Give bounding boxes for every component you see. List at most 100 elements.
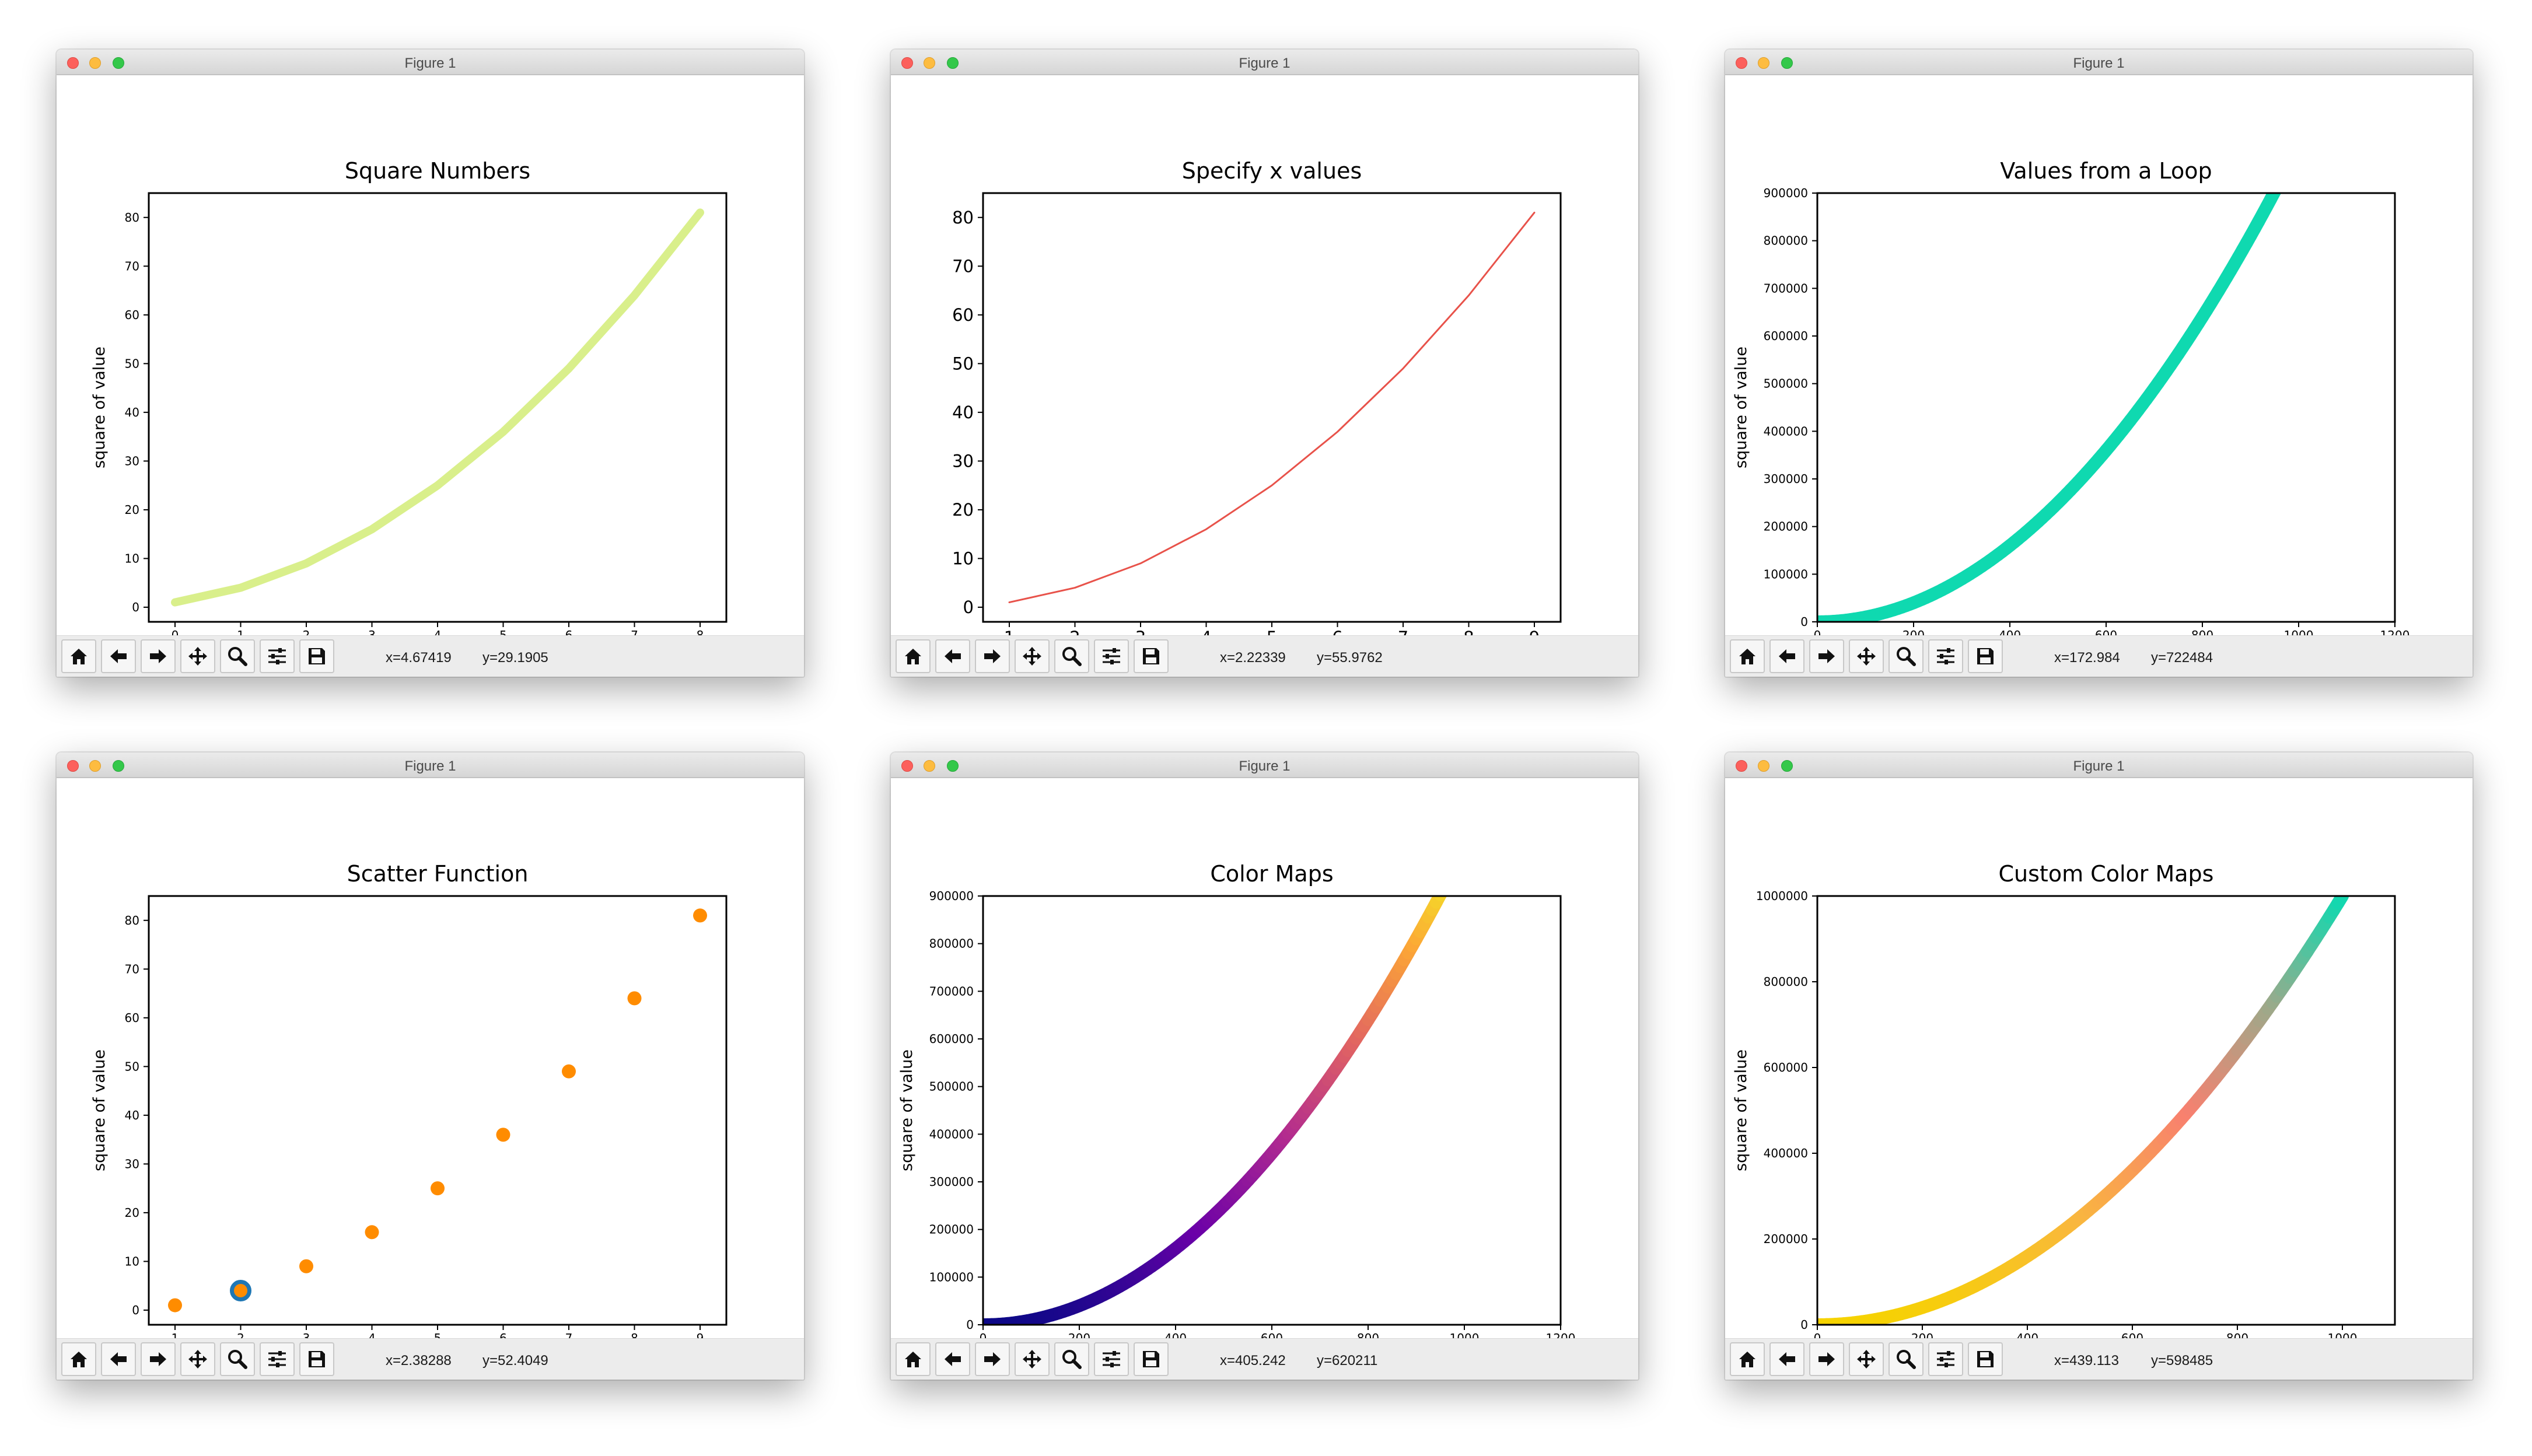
x-tick-label: 8 xyxy=(1463,628,1474,635)
minimize-button[interactable] xyxy=(924,57,935,69)
configure-subplots-icon xyxy=(268,648,286,664)
forward-button[interactable] xyxy=(141,1342,176,1376)
data-point[interactable] xyxy=(627,991,642,1006)
x-tick-label: 1200 xyxy=(1546,1331,1576,1338)
maximize-button[interactable] xyxy=(947,57,959,69)
chart[interactable]: Custom Color Maps 0 200 400 600 800 1000 0 20000… xyxy=(1725,778,2472,1338)
home-button[interactable] xyxy=(61,639,96,673)
close-button[interactable] xyxy=(1736,760,1747,772)
data-point[interactable] xyxy=(562,1064,576,1079)
close-button[interactable] xyxy=(67,760,79,772)
title-bar[interactable]: Figure 1 xyxy=(891,50,1638,75)
home-button[interactable] xyxy=(1730,639,1765,673)
minimize-button[interactable] xyxy=(1758,760,1769,772)
pan-button[interactable] xyxy=(180,639,215,673)
pan-button[interactable] xyxy=(1015,1342,1050,1376)
minimize-button[interactable] xyxy=(89,760,101,772)
save-button[interactable] xyxy=(1134,1342,1169,1376)
close-button[interactable] xyxy=(1736,57,1747,69)
chart[interactable]: Specify x values 1 2 3 4 5 6 7 8 9 0 10 20 30 40 50 60 70… xyxy=(891,75,1638,635)
zoom-button[interactable] xyxy=(1054,639,1089,673)
title-bar[interactable]: Figure 1 xyxy=(57,50,804,75)
zoom-button[interactable] xyxy=(1888,1342,1924,1376)
pan-button[interactable] xyxy=(1849,639,1884,673)
save-button[interactable] xyxy=(1968,639,2003,673)
home-button[interactable] xyxy=(896,1342,931,1376)
forward-button[interactable] xyxy=(975,1342,1010,1376)
minimize-button[interactable] xyxy=(1758,57,1769,69)
forward-button[interactable] xyxy=(1809,639,1844,673)
maximize-button[interactable] xyxy=(113,760,124,772)
x-tick-label: 6 xyxy=(1332,628,1342,635)
data-point[interactable] xyxy=(496,1128,510,1142)
x-tick-label: 3 xyxy=(368,628,376,635)
zoom-icon xyxy=(228,1350,247,1369)
x-tick-label: 0 xyxy=(980,1331,987,1338)
zoom-button[interactable] xyxy=(1054,1342,1089,1376)
maximize-button[interactable] xyxy=(947,760,959,772)
configure-subplots-button[interactable] xyxy=(260,639,295,673)
y-tick-label: 100000 xyxy=(1764,567,1808,581)
save-button[interactable] xyxy=(299,1342,334,1376)
title-bar[interactable]: Figure 1 xyxy=(1725,752,2472,778)
title-bar[interactable]: Figure 1 xyxy=(57,752,804,778)
data-point[interactable] xyxy=(299,1259,313,1273)
title-bar[interactable]: Figure 1 xyxy=(891,752,1638,778)
configure-subplots-button[interactable] xyxy=(1094,639,1129,673)
pan-button[interactable] xyxy=(1015,639,1050,673)
configure-subplots-button[interactable] xyxy=(1094,1342,1129,1376)
save-button[interactable] xyxy=(1134,639,1169,673)
y-tick-label: 40 xyxy=(125,1108,139,1122)
forward-arrow-icon xyxy=(1818,649,1835,663)
series-line xyxy=(1008,211,1536,604)
minimize-button[interactable] xyxy=(89,57,101,69)
home-button[interactable] xyxy=(896,639,931,673)
data-point[interactable] xyxy=(365,1225,379,1240)
back-button[interactable] xyxy=(101,1342,136,1376)
data-point[interactable] xyxy=(693,908,707,923)
zoom-button[interactable] xyxy=(220,639,255,673)
y-tick-label: 80 xyxy=(125,211,139,225)
back-button[interactable] xyxy=(1769,1342,1804,1376)
y-tick-label: 10 xyxy=(952,549,974,569)
chart[interactable]: Scatter Function 1 2 3 4 5 6 7 8 9 0 10 20 30 40 50 60 70… xyxy=(57,778,804,1338)
close-button[interactable] xyxy=(901,760,913,772)
data-point[interactable] xyxy=(431,1181,445,1196)
data-point[interactable] xyxy=(230,1280,251,1302)
back-button[interactable] xyxy=(935,639,970,673)
home-button[interactable] xyxy=(61,1342,96,1376)
pan-button[interactable] xyxy=(1849,1342,1884,1376)
title-bar[interactable]: Figure 1 xyxy=(1725,50,2472,75)
x-tick-label: 5 xyxy=(499,628,507,635)
data-point[interactable] xyxy=(168,1298,182,1312)
y-tick-label: 60 xyxy=(952,305,974,325)
back-button[interactable] xyxy=(1769,639,1804,673)
configure-subplots-button[interactable] xyxy=(1928,1342,1963,1376)
window-title: Figure 1 xyxy=(2073,758,2125,774)
pan-button[interactable] xyxy=(180,1342,215,1376)
close-button[interactable] xyxy=(901,57,913,69)
maximize-button[interactable] xyxy=(113,57,124,69)
zoom-button[interactable] xyxy=(220,1342,255,1376)
forward-button[interactable] xyxy=(141,639,176,673)
chart[interactable]: Values from a Loop 0 200 400 600 800 1000 1200 0… xyxy=(1725,75,2472,635)
maximize-button[interactable] xyxy=(1781,760,1793,772)
configure-subplots-button[interactable] xyxy=(260,1342,295,1376)
back-button[interactable] xyxy=(101,639,136,673)
maximize-button[interactable] xyxy=(1781,57,1793,69)
forward-button[interactable] xyxy=(1809,1342,1844,1376)
axes-frame xyxy=(148,192,728,623)
figure-window: Figure 1 Square Numbers 0 1 2 3 4 5 6 7 8 0 10 20 30 4… xyxy=(57,50,804,677)
home-button[interactable] xyxy=(1730,1342,1765,1376)
zoom-button[interactable] xyxy=(1888,639,1924,673)
configure-subplots-button[interactable] xyxy=(1928,639,1963,673)
minimize-button[interactable] xyxy=(924,760,935,772)
save-button[interactable] xyxy=(1968,1342,2003,1376)
back-button[interactable] xyxy=(935,1342,970,1376)
y-tick-label: 30 xyxy=(125,1157,139,1171)
forward-button[interactable] xyxy=(975,639,1010,673)
close-button[interactable] xyxy=(67,57,79,69)
save-button[interactable] xyxy=(299,639,334,673)
chart[interactable]: Color Maps 0 200 400 600 800 1000 1200 0 100000 20… xyxy=(891,778,1638,1338)
